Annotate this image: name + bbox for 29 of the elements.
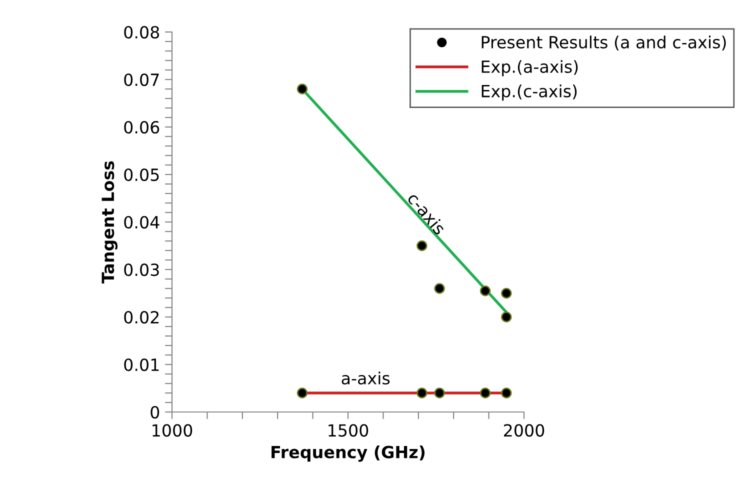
y-tick-label: 0 [150,406,160,419]
y-tick-label: 0.07 [124,73,159,86]
point [434,388,445,398]
y-tick-label: 0.03 [124,263,159,276]
point [501,312,512,322]
point [501,288,512,299]
x-axis-title: Frequency (GHz) [272,445,425,462]
y-tick-label: 0.08 [124,26,160,39]
x-tick-label: 1500 [328,424,368,437]
point [480,388,491,398]
point [480,286,491,296]
y-tick-label: 0.02 [124,310,159,324]
point [296,84,308,94]
y-axis-title: Tangent Loss [102,161,118,284]
legend-label: Present Results (a and c-axis) [482,36,726,50]
point [416,388,428,398]
point [501,388,512,398]
x-tick-label: 1000 [152,424,192,437]
point [296,388,308,398]
y-tick-label: 0.06 [124,120,160,134]
y-tick-label: 0.05 [124,168,159,182]
annotation: a-axis [342,372,390,385]
point [434,283,445,294]
legend-label: Exp.(c-axis) [482,84,577,101]
y-tick-label: 0.01 [124,358,159,372]
x-tick-label: 2000 [504,424,544,437]
y-tick-label: 0.04 [124,216,160,229]
point [416,240,428,252]
legend-label: Exp.(a-axis) [482,60,578,76]
